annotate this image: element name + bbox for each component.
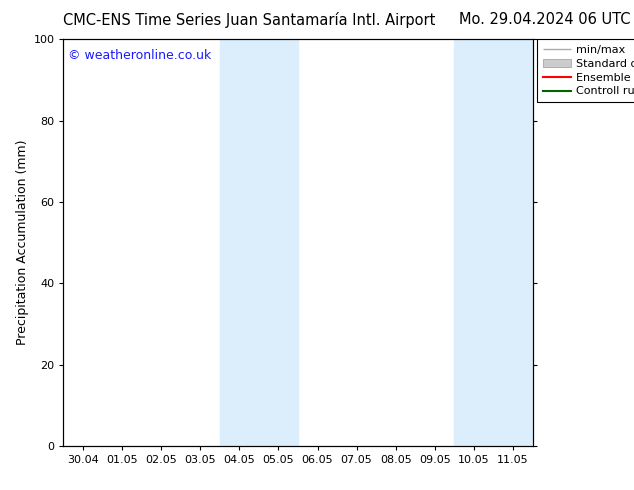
Text: © weatheronline.co.uk: © weatheronline.co.uk: [68, 49, 211, 62]
Bar: [455, 39, 533, 446]
Y-axis label: Precipitation Accumulation (mm): Precipitation Accumulation (mm): [16, 140, 29, 345]
Text: Mo. 29.04.2024 06 UTC: Mo. 29.04.2024 06 UTC: [459, 12, 631, 27]
Text: CMC-ENS Time Series Juan Santamaría Intl. Airport: CMC-ENS Time Series Juan Santamaría Intl…: [63, 12, 436, 28]
Bar: [220, 39, 298, 446]
Legend: min/max, Standard deviation, Ensemble mean run, Controll run: min/max, Standard deviation, Ensemble me…: [537, 39, 634, 102]
